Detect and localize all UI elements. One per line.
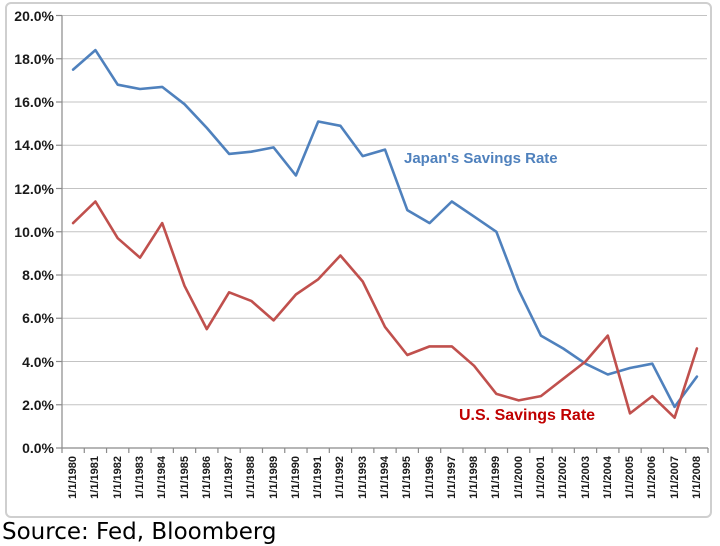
x-axis-tick-label: 1/1/1991 <box>312 456 325 499</box>
y-axis-tick-label: 8.0% <box>22 267 54 283</box>
x-axis-tick-label: 1/1/2005 <box>624 456 636 499</box>
x-axis-tick-label: 1/1/1985 <box>178 456 191 499</box>
x-axis-tick-label: 1/1/1993 <box>356 456 369 499</box>
y-axis-tick-label: 0.0% <box>22 440 54 456</box>
y-axis-tick-label: 18.0% <box>14 50 54 67</box>
us-series-label: U.S. Savings Rate <box>459 407 596 424</box>
x-axis-tick-label: 1/1/2002 <box>557 456 570 499</box>
y-axis-tick-label: 12.0% <box>14 180 54 197</box>
x-axis-tick-label: 1/1/1995 <box>401 456 414 499</box>
chart-frame <box>5 2 712 518</box>
y-axis-tick-label: 6.0% <box>22 310 54 327</box>
y-axis-tick-label: 4.0% <box>22 353 54 370</box>
x-axis-tick-label: 1/1/1982 <box>111 456 124 499</box>
x-axis-tick-label: 1/1/2001 <box>534 456 547 499</box>
x-axis-tick-label: 1/1/1989 <box>267 456 280 499</box>
x-axis-tick-label: 1/1/1996 <box>423 456 436 499</box>
x-axis-tick-label: 1/1/1987 <box>223 456 236 499</box>
source-text: Source: Fed, Bloomberg <box>2 519 277 545</box>
y-axis-tick-label: 20.0% <box>14 7 54 24</box>
x-axis-tick-label: 1/1/1988 <box>245 456 258 499</box>
x-axis-tick-label: 1/1/2004 <box>601 456 614 499</box>
x-axis-tick-label: 1/1/1980 <box>67 456 80 499</box>
x-axis-tick-label: 1/1/2007 <box>668 456 681 499</box>
y-axis-tick-label: 14.0% <box>14 137 54 154</box>
x-axis-tick-label: 1/1/2003 <box>579 456 592 499</box>
x-axis-tick-label: 1/1/2008 <box>690 456 703 499</box>
y-axis-tick-label: 2.0% <box>22 396 54 413</box>
japan-series-label: Japan's Savings Rate <box>404 150 558 167</box>
x-axis-tick-label: 1/1/1992 <box>334 456 347 499</box>
x-axis-tick-label: 1/1/1986 <box>200 456 213 499</box>
x-axis-tick-label: 1/1/2000 <box>512 456 525 499</box>
x-axis-tick-label: 1/1/1981 <box>89 456 102 499</box>
x-axis-tick-label: 1/1/1983 <box>134 456 146 499</box>
us-series-line <box>71 200 699 420</box>
y-axis-tick-label: 10.0% <box>14 223 54 240</box>
x-axis-tick-label: 1/1/1984 <box>156 456 169 499</box>
japan-series-line <box>71 48 699 409</box>
x-axis-tick-label: 1/1/2006 <box>646 456 659 499</box>
x-axis-tick-label: 1/1/1990 <box>289 456 302 499</box>
y-axis-tick-label: 16.0% <box>14 94 54 110</box>
chart-canvas <box>56 14 709 453</box>
x-axis-tick-label: 1/1/1997 <box>445 456 458 499</box>
x-axis-tick-label: 1/1/1999 <box>490 456 503 499</box>
x-axis-tick-label: 1/1/1994 <box>379 456 391 499</box>
x-axis-tick-label: 1/1/1998 <box>468 456 481 499</box>
